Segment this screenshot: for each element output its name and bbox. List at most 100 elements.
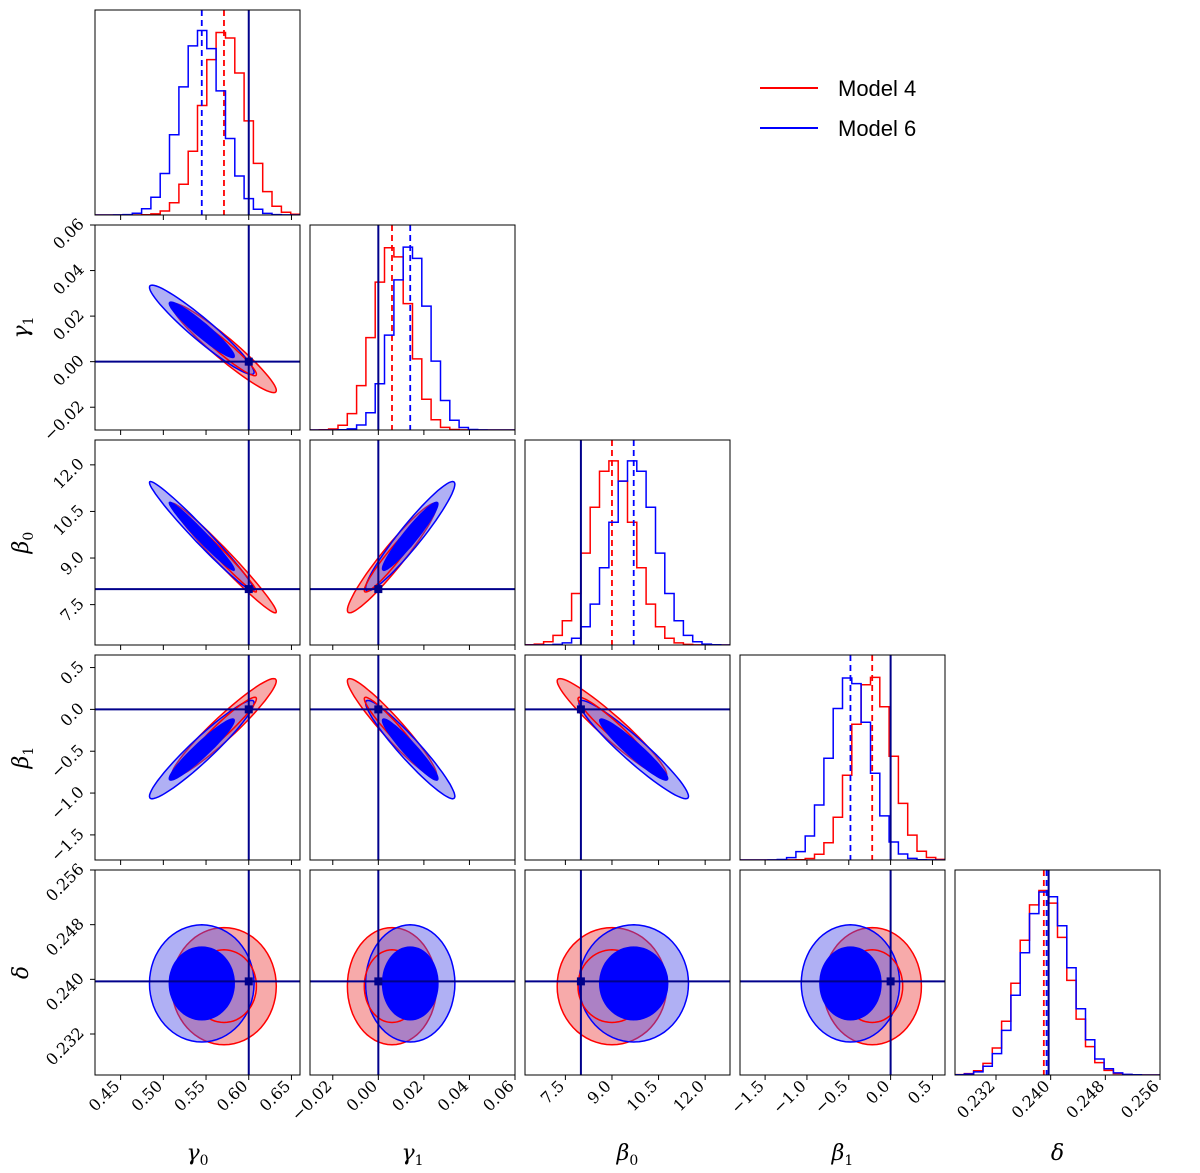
x-tick-label: 0.02	[388, 1076, 427, 1115]
panel-3-3	[739, 654, 946, 865]
y-tick-label: 12.0	[49, 454, 88, 493]
x-tick-label: −0.5	[811, 1076, 852, 1117]
x-tick-label: 12.0	[669, 1076, 708, 1115]
x-axis-label-0: γ0	[186, 1141, 208, 1169]
x-tick-label: 0.04	[434, 1076, 473, 1115]
contour-1sigma	[819, 946, 882, 1021]
x-tick-label: 0.00	[343, 1076, 382, 1115]
panel-frame	[739, 654, 946, 861]
contour-1sigma	[598, 718, 669, 781]
legend-label-1: Model 6	[838, 116, 916, 141]
panel-frame	[309, 224, 516, 431]
truth-marker	[244, 585, 253, 594]
histogram-model-6	[955, 891, 1160, 1075]
panel-frame	[524, 869, 731, 1076]
panel-content	[525, 870, 730, 1075]
contour-1sigma	[381, 718, 439, 781]
panel-frame	[94, 869, 301, 1076]
histogram-model-4	[310, 246, 515, 430]
truth-marker	[374, 705, 383, 714]
y-tick-label: −1.0	[47, 782, 88, 823]
panel-content	[95, 870, 300, 1075]
x-axis-label-2: β0	[616, 1141, 639, 1169]
y-axis-label-3: β1	[9, 747, 37, 770]
panel-content	[95, 440, 300, 645]
x-tick-label: 0.45	[85, 1076, 124, 1115]
panel-1-0: −0.02 0.00 0.02 0.04 0.06	[40, 214, 301, 445]
truth-marker	[374, 977, 383, 986]
panel-content	[310, 870, 515, 1075]
y-tick-label: 0.256	[42, 859, 88, 905]
y-tick-label: 0.00	[49, 351, 88, 390]
y-tick-label: 0.232	[42, 1023, 88, 1069]
panel-1-1	[309, 224, 516, 435]
y-tick-label: −0.02	[40, 397, 88, 445]
y-tick-label: 0.248	[42, 914, 88, 960]
x-axis-label-1: γ1	[401, 1141, 423, 1169]
truth-marker	[244, 705, 253, 714]
panel-content	[955, 870, 1160, 1075]
x-tick-label: 0.55	[170, 1076, 209, 1115]
y-tick-label: 0.02	[49, 306, 88, 345]
panel-content	[525, 440, 730, 645]
x-tick-label: 0.06	[479, 1076, 518, 1115]
panel-content	[95, 225, 300, 430]
x-axis-label-4: δ	[1051, 1141, 1064, 1166]
panel-frame	[94, 9, 301, 216]
truth-marker	[374, 585, 383, 594]
panel-2-0: 7.5 9.0 10.5 12.0	[49, 439, 301, 650]
contour-1sigma	[598, 946, 669, 1021]
x-tick-label: 0.0	[862, 1076, 893, 1107]
x-axis-label-3: β1	[831, 1141, 854, 1169]
x-tick-label: 0.5	[904, 1076, 935, 1107]
y-tick-label: 9.0	[56, 547, 87, 578]
x-tick-label: 10.5	[623, 1076, 662, 1115]
panel-frame	[94, 439, 301, 646]
y-axis-label-4: δ	[9, 966, 34, 979]
histogram-model-6	[525, 460, 730, 645]
truth-marker	[576, 977, 585, 986]
y-tick-label: 0.5	[56, 657, 87, 688]
x-tick-label: 0.240	[1008, 1076, 1054, 1122]
panel-content	[525, 655, 730, 860]
y-tick-label: 0.240	[42, 969, 88, 1015]
panel-content	[740, 655, 945, 860]
x-tick-label: 0.256	[1117, 1076, 1163, 1122]
x-tick-label: −1.5	[727, 1076, 768, 1117]
truth-marker	[576, 705, 585, 714]
panel-content	[310, 655, 515, 860]
panel-0-0	[94, 9, 301, 220]
truth-marker	[244, 977, 253, 986]
x-tick-label: 9.0	[583, 1076, 614, 1107]
panel-4-4: 0.232 0.240 0.248 0.256	[953, 869, 1163, 1122]
panel-4-3: −1.5 −1.0 −0.5 0.0 0.5	[727, 869, 946, 1117]
y-tick-label: −1.5	[47, 824, 88, 865]
contour-1sigma	[381, 946, 439, 1021]
panel-content	[95, 655, 300, 860]
panel-4-2: 7.5 9.0 10.5 12.0	[524, 869, 731, 1115]
panel-frame	[309, 439, 516, 646]
x-tick-label: 0.232	[953, 1076, 999, 1122]
panel-frame	[94, 654, 301, 861]
panel-3-2	[524, 654, 731, 865]
panel-3-1	[309, 654, 516, 865]
truth-marker	[886, 977, 895, 986]
contour-1sigma	[168, 501, 235, 572]
panel-frame	[524, 439, 731, 646]
contour-1sigma	[168, 718, 235, 781]
legend: Model 4 Model 6	[760, 76, 916, 141]
x-tick-label: 7.5	[537, 1076, 568, 1107]
panels-layer: −0.020.000.020.040.067.59.010.512.0−1.5−…	[9, 9, 1163, 1169]
panel-frame	[739, 869, 946, 1076]
x-tick-label: −1.0	[769, 1076, 810, 1117]
y-tick-label: 0.06	[49, 214, 88, 253]
y-tick-label: −0.5	[47, 741, 88, 782]
y-axis-label-2: β0	[9, 532, 37, 555]
legend-label-0: Model 4	[838, 76, 916, 101]
histogram-model-6	[740, 677, 945, 860]
panel-3-0: −1.5−1.0−0.5 0.0 0.5	[47, 654, 301, 865]
panel-content	[310, 225, 515, 430]
y-tick-label: 7.5	[56, 594, 87, 625]
panel-frame	[309, 869, 516, 1076]
